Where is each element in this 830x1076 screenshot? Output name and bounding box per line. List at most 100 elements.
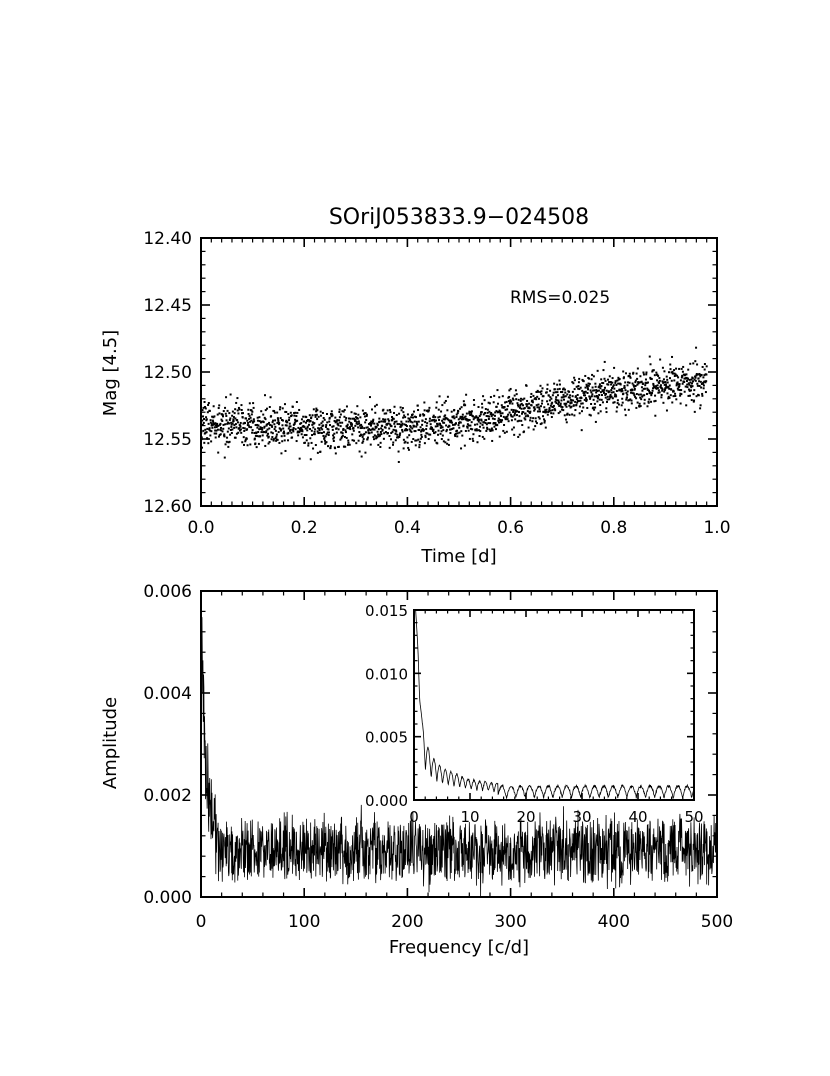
data-point [340,435,343,438]
data-point [698,384,701,387]
data-point [508,395,511,398]
data-point [690,399,693,402]
data-point [270,424,273,427]
data-point [434,431,437,434]
x-tick-label: 300 [494,912,526,932]
data-point [487,415,490,418]
data-point [223,435,226,438]
data-point [201,446,204,449]
data-point [484,407,487,410]
data-point [614,394,617,397]
data-point [393,422,396,425]
data-point [311,414,314,417]
x-tick-label: 400 [598,912,630,932]
data-point [699,404,702,407]
data-point [358,422,361,425]
data-point [310,441,313,444]
data-point [684,385,687,388]
data-point [671,355,674,358]
data-point [620,388,623,391]
data-point [463,416,466,419]
data-point [305,416,308,419]
data-point [247,424,250,427]
data-point [443,401,446,404]
data-point [552,391,555,394]
data-point [336,422,339,425]
data-point [262,430,265,433]
data-point [601,401,604,404]
data-point [567,396,570,399]
data-point [471,437,474,440]
data-point [226,422,229,425]
data-point [445,424,448,427]
data-point [704,381,707,384]
data-point [384,431,387,434]
data-point [656,379,659,382]
data-point [280,428,283,431]
data-point [230,425,233,428]
data-point [638,405,641,408]
data-point [333,436,336,439]
data-point [390,425,393,428]
data-point [598,383,601,386]
data-point [584,374,587,377]
data-point [590,391,593,394]
data-point [209,419,212,422]
data-point [611,397,614,400]
data-point [369,429,372,432]
data-point [388,446,391,449]
data-point [403,414,406,417]
data-point [424,421,427,424]
data-point [643,387,646,390]
data-point [475,428,478,431]
data-point [628,381,631,384]
data-point [312,408,315,411]
data-point [218,412,221,415]
data-point [437,429,440,432]
data-point [462,418,465,421]
data-point [628,399,631,402]
data-point [514,410,517,413]
data-point [236,419,239,422]
data-point [669,368,672,371]
data-point [234,423,237,426]
data-point [366,436,369,439]
data-point [517,411,520,414]
data-point [542,410,545,413]
data-point [503,431,506,434]
data-point [694,376,697,379]
data-point [594,382,597,385]
data-point [599,404,602,407]
data-point [259,428,262,430]
data-point [663,370,666,373]
data-point [476,418,479,421]
data-point [300,418,303,421]
data-point [472,433,475,436]
data-point [447,425,450,428]
data-point [365,413,368,416]
data-point [222,427,225,430]
data-point [232,418,235,421]
data-point [641,382,644,385]
data-point [325,413,328,415]
data-point [288,416,291,419]
data-point [648,389,650,392]
data-point [368,396,371,399]
data-point [423,442,426,445]
data-point [209,421,212,424]
data-point [529,410,532,413]
data-point [516,404,519,407]
data-point [557,403,560,406]
data-point [629,375,632,378]
data-point [388,427,391,430]
data-point [374,411,377,414]
data-point [439,422,442,425]
data-point [673,375,676,377]
data-point [315,407,318,410]
data-point [420,429,423,432]
data-point [580,402,583,405]
data-point [441,404,444,407]
data-point [422,413,425,416]
data-point [294,418,297,421]
data-point [687,394,690,397]
